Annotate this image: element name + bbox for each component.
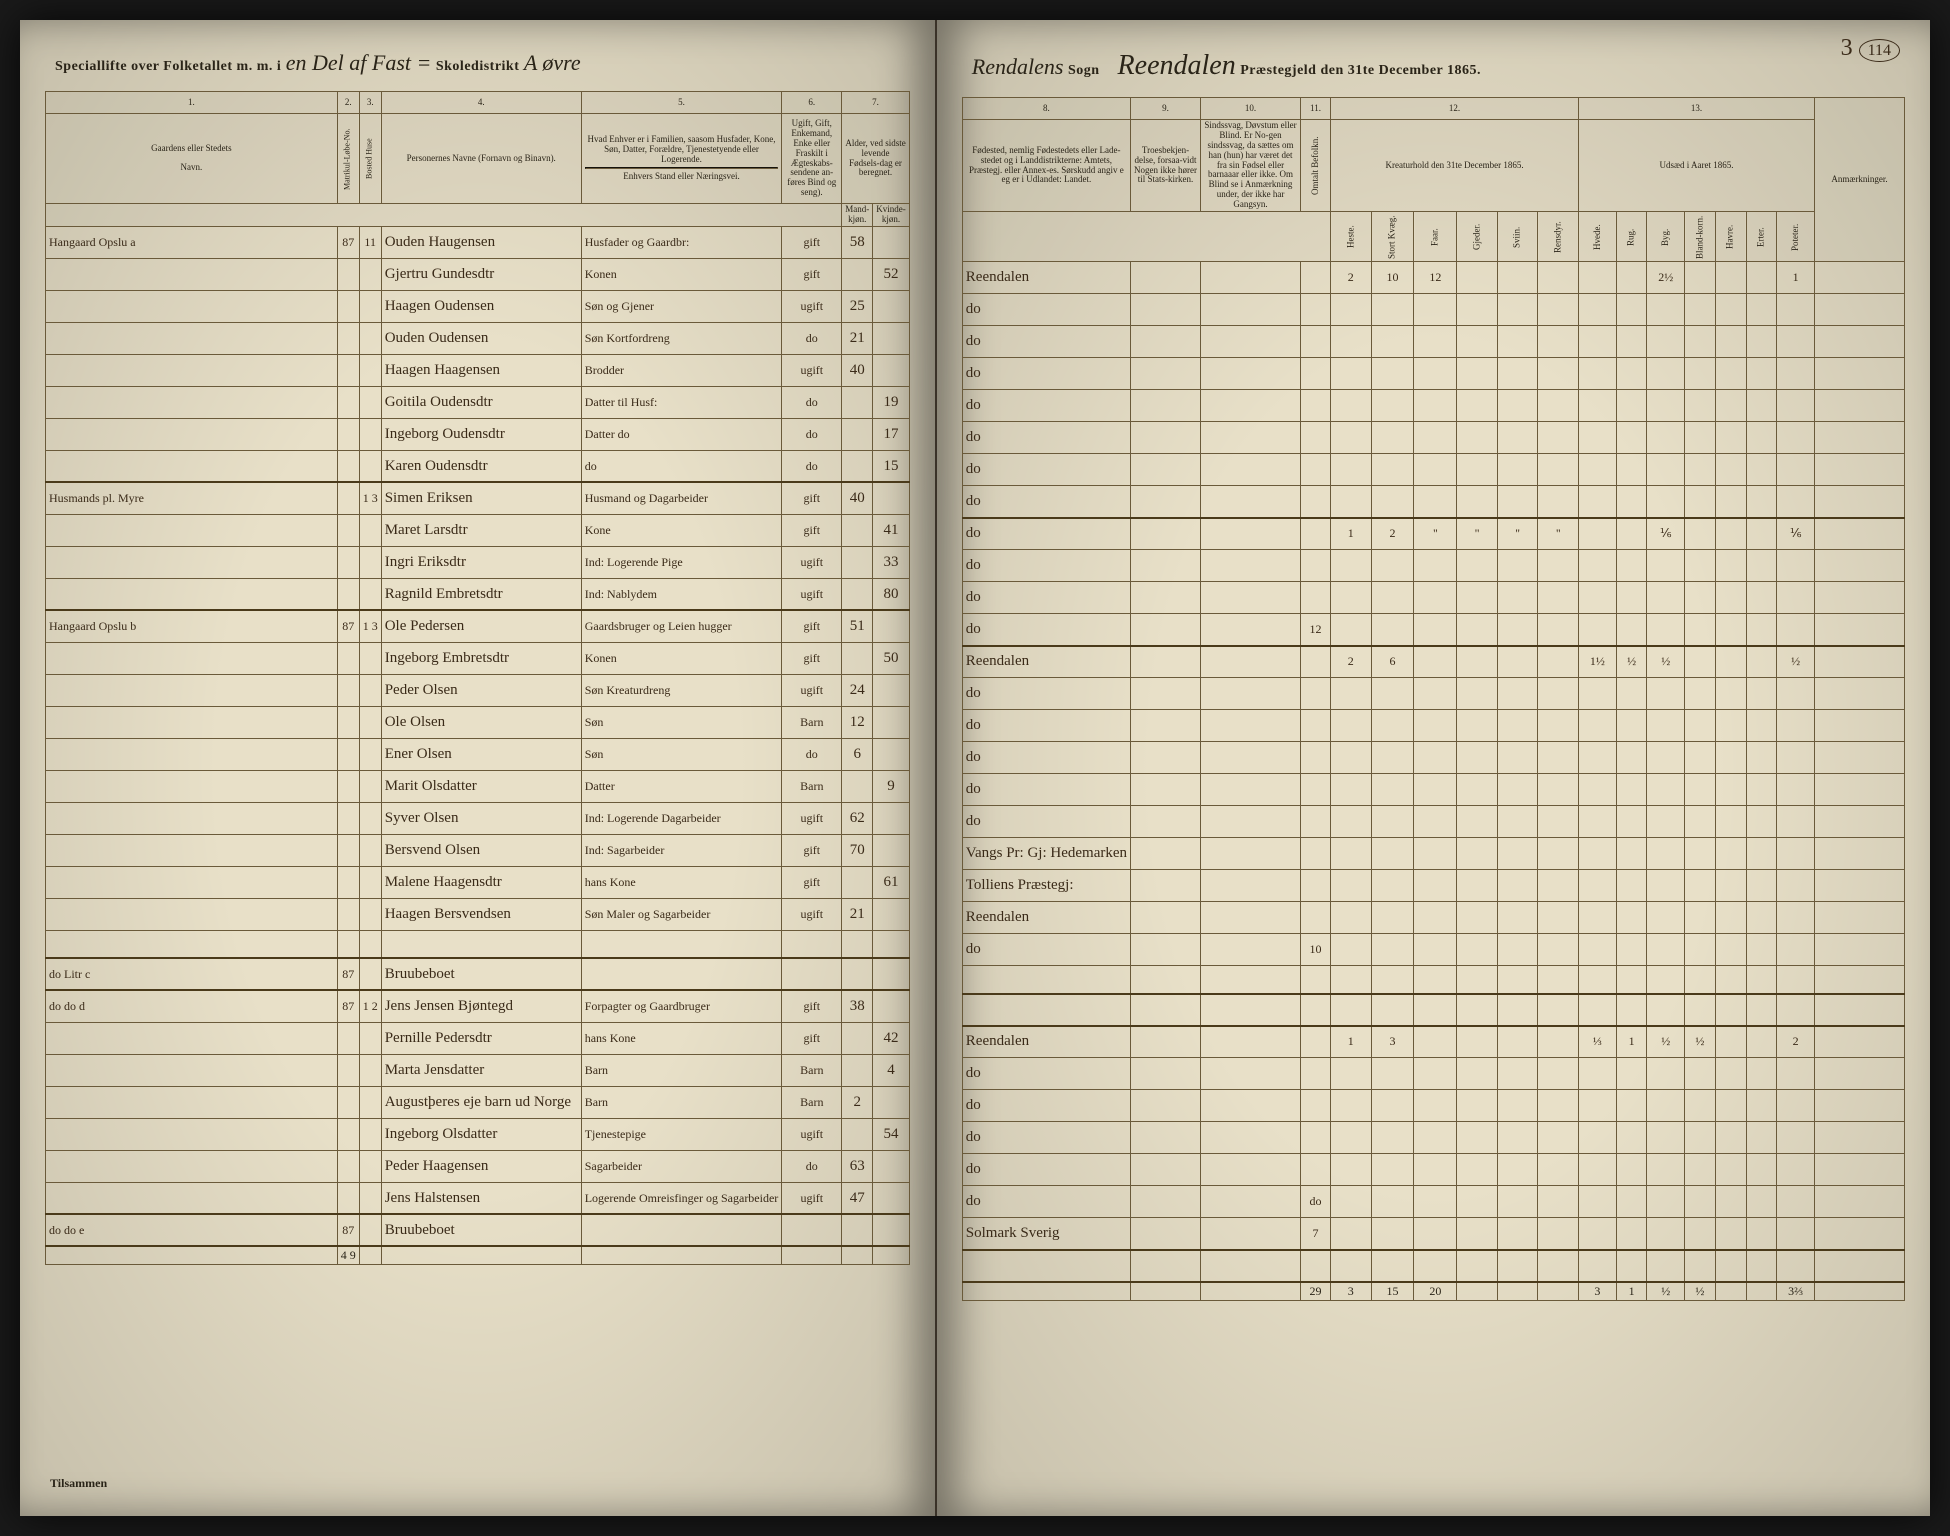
table-row: Ouden OudensenSøn Kortfordrengdo21 xyxy=(46,322,910,354)
table-row: do xyxy=(962,390,1904,422)
table-row: dodo xyxy=(962,1186,1904,1218)
table-row: do10 xyxy=(962,934,1904,966)
table-row: Marta JensdatterBarnBarn4 xyxy=(46,1054,910,1086)
table-row: Marit OlsdatterDatterBarn9 xyxy=(46,770,910,802)
table-row: do xyxy=(962,806,1904,838)
right-subhead-row: Heste. Stort Kvæg. Faar. Gjeder. Sviin. … xyxy=(962,212,1904,262)
table-row: Ener OlsenSøndo6 xyxy=(46,738,910,770)
table-row: Husmands pl. Myre1 3Simen EriksenHusmand… xyxy=(46,482,910,514)
table-row: do xyxy=(962,294,1904,326)
header-script-2: A øvre xyxy=(524,50,581,75)
table-row: Pernille Pedersdtrhans Konegift42 xyxy=(46,1022,910,1054)
left-header: Speciallifte over Folketallet m. m. i en… xyxy=(45,50,910,76)
table-row: do xyxy=(962,1154,1904,1186)
table-row: Goitila OudensdtrDatter til Husf:do19 xyxy=(46,386,910,418)
table-row xyxy=(46,930,910,958)
table-row: do xyxy=(962,710,1904,742)
left-table: 1. 2. 3. 4. 5. 6. 7. Gaardens eller Sted… xyxy=(45,91,910,1265)
table-row: Peder OlsenSøn Kreaturdrengugift24 xyxy=(46,674,910,706)
header-script-1: en Del af Fast = xyxy=(286,50,432,75)
table-row xyxy=(962,1250,1904,1282)
header-printed-1: Speciallifte over Folketallet m. m. i xyxy=(55,59,281,74)
right-table: 8. 9. 10. 11. 12. 13. Anmærkninger. Føde… xyxy=(962,97,1905,1301)
table-row: Hangaard Opslu a8711Ouden HaugensenHusfa… xyxy=(46,226,910,258)
table-row: Peder HaagensenSagarbeiderdo63 xyxy=(46,1150,910,1182)
table-row: Maret LarsdtrKonegift41 xyxy=(46,514,910,546)
table-row: do xyxy=(962,1122,1904,1154)
table-row: do xyxy=(962,582,1904,614)
table-row: Ingeborg OudensdtrDatter dodo17 xyxy=(46,418,910,450)
right-header: Rendalens Sogn Reendalen Præstegjeld den… xyxy=(962,50,1905,82)
table-row: do xyxy=(962,486,1904,518)
circled-number: 114 xyxy=(1859,39,1900,62)
table-row: Ole OlsenSønBarn12 xyxy=(46,706,910,738)
table-row: Jens HalstensenLogerende Omreisfinger og… xyxy=(46,1182,910,1214)
table-row xyxy=(962,966,1904,994)
table-row: Haagen BersvendsenSøn Maler og Sagarbeid… xyxy=(46,898,910,930)
table-row: Malene Haagensdtrhans Konegift61 xyxy=(46,866,910,898)
table-row: do xyxy=(962,326,1904,358)
table-row: do12 xyxy=(962,614,1904,646)
header-printed-3: Sogn xyxy=(1068,63,1100,78)
left-page: Speciallifte over Folketallet m. m. i en… xyxy=(20,20,937,1516)
header-script-3: Rendalens xyxy=(972,54,1064,79)
table-row: do xyxy=(962,550,1904,582)
table-row: do xyxy=(962,422,1904,454)
header-printed-4: Præstegjeld den 31te December 1865. xyxy=(1240,63,1481,78)
table-row: Karen Oudensdtrdodo15 xyxy=(46,450,910,482)
table-row: do12''''''''⅙⅙ xyxy=(962,518,1904,550)
table-row xyxy=(962,994,1904,1026)
table-row: Tolliens Præstegj: xyxy=(962,870,1904,902)
table-row: Bersvend OlsenInd: Sagarbeidergift70 xyxy=(46,834,910,866)
left-colhead-row: Gaardens eller Stedets Navn. Matrikul-Lø… xyxy=(46,114,910,204)
census-ledger-book: Speciallifte over Folketallet m. m. i en… xyxy=(20,20,1930,1516)
table-row: Gjertru GundesdtrKonengift52 xyxy=(46,258,910,290)
right-colhead-row: Fødested, nemlig Fødestedets eller Lade-… xyxy=(962,120,1904,212)
table-row: Reendalen261½½½½ xyxy=(962,646,1904,678)
table-row: Reendalen13⅓1½½2 xyxy=(962,1026,1904,1058)
table-row: do xyxy=(962,742,1904,774)
table-row: Vangs Pr: Gj: Hedemarken xyxy=(962,838,1904,870)
table-row: do xyxy=(962,678,1904,710)
table-row: Ragnild EmbretsdtrInd: Nablydemugift80 xyxy=(46,578,910,610)
table-row: Haagen HaagensenBrodderugift40 xyxy=(46,354,910,386)
table-row: Ingeborg EmbretsdtrKonengift50 xyxy=(46,642,910,674)
table-row: do xyxy=(962,1090,1904,1122)
right-tbody: Reendalen210122½1dodododododododo12'''''… xyxy=(962,262,1904,1282)
table-row: Augustþeres eje barn ud NorgeBarnBarn2 xyxy=(46,1086,910,1118)
header-printed-2: Skoledistrikt xyxy=(436,59,520,74)
left-totals-row: 4 9 xyxy=(46,1246,910,1265)
table-row: do xyxy=(962,454,1904,486)
corner-page-number: 3 114 xyxy=(1841,35,1900,62)
table-row: do Litr c87Bruubeboet xyxy=(46,958,910,990)
table-row: Solmark Sverig7 xyxy=(962,1218,1904,1250)
table-row: Reendalen210122½1 xyxy=(962,262,1904,294)
left-tbody: Hangaard Opslu a8711Ouden HaugensenHusfa… xyxy=(46,226,910,1246)
left-footer-label: Tilsammen xyxy=(50,1476,107,1491)
left-colnum-row: 1. 2. 3. 4. 5. 6. 7. xyxy=(46,92,910,114)
table-row: Syver OlsenInd: Logerende Dagarbeiderugi… xyxy=(46,802,910,834)
left-subhead-row: Mand-kjøn. Kvinde-kjøn. xyxy=(46,204,910,227)
table-row: Haagen OudensenSøn og Gjenerugift25 xyxy=(46,290,910,322)
header-script-4: Reendalen xyxy=(1118,50,1236,81)
table-row: do do e87Bruubeboet xyxy=(46,1214,910,1246)
table-row: Ingri EriksdtrInd: Logerende Pigeugift33 xyxy=(46,546,910,578)
table-row: do do d871 2Jens Jensen BjøntegdForpagte… xyxy=(46,990,910,1022)
right-page: 3 114 Rendalens Sogn Reendalen Præstegje… xyxy=(937,20,1930,1516)
right-totals-row: 29 3 15 20 3 1 ½ ½ 3⅔ xyxy=(962,1282,1904,1301)
table-row: do xyxy=(962,774,1904,806)
table-row: Ingeborg OlsdatterTjenestepigeugift54 xyxy=(46,1118,910,1150)
table-row: Hangaard Opslu b871 3Ole PedersenGaardsb… xyxy=(46,610,910,642)
table-row: do xyxy=(962,1058,1904,1090)
right-colnum-row: 8. 9. 10. 11. 12. 13. Anmærkninger. xyxy=(962,98,1904,120)
table-row: do xyxy=(962,358,1904,390)
table-row: Reendalen xyxy=(962,902,1904,934)
